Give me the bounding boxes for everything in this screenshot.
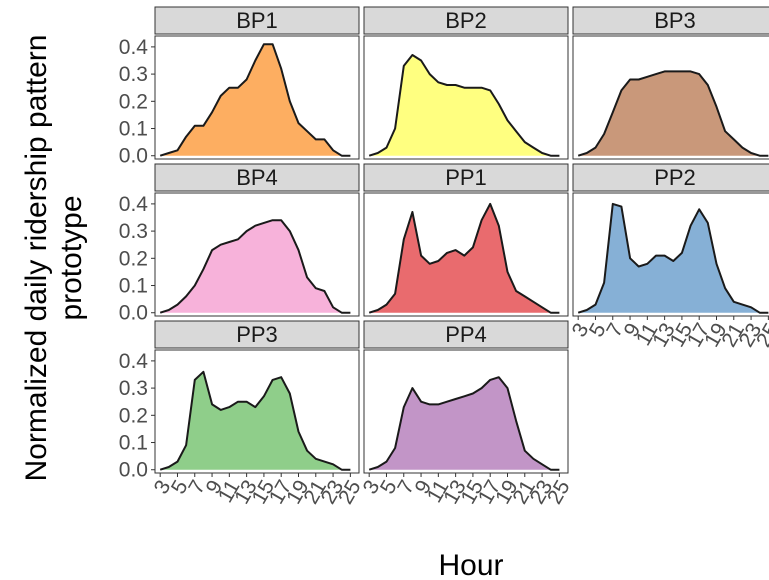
area-fill [369,203,560,313]
facet-label: PP2 [654,165,696,190]
facet-label: BP4 [236,165,278,190]
facet-strip [363,6,569,35]
y-tick-label: 0.0 [119,459,148,482]
facet-strip [572,163,769,192]
series-line [159,370,351,471]
series-line [368,202,560,314]
facet-bp2: BP2 [363,6,569,160]
facet-strip [363,320,569,349]
area-fill [369,377,560,470]
y-axis-title-line: prototype [55,195,88,320]
area-fill [578,203,769,313]
facet-strip [154,163,360,192]
facet-strip [572,6,769,35]
series-line [577,202,769,314]
y-axis-title: Normalized daily ridership pattern protot… [20,35,88,482]
y-tick-label: 0.0 [119,302,148,325]
y-tick-label: 0.4 [119,36,149,59]
series-line [159,219,351,314]
facet-bp1: BP1 0.0 0.1 0.2 0.3 0.4 [119,6,360,168]
y-tick-label: 0.3 [119,220,148,243]
facet-label: PP4 [445,322,487,347]
facet-bp4: BP4 0.0 0.1 0.2 0.3 0.4 [119,163,360,325]
panel-border [363,35,569,160]
series-line [368,376,560,471]
y-tick-label: 0.1 [119,432,148,455]
y-axis-title-line: Normalized daily ridership pattern [20,35,53,482]
y-tick-label: 0.3 [119,377,148,400]
x-axis-title: Hour [438,549,503,580]
y-tick-label: 0.2 [119,247,148,270]
area-fill [160,220,351,313]
y-tick-label: 0.1 [119,118,148,141]
y-tick-label: 0.4 [119,193,149,216]
facet-pp1: PP1 [363,163,569,317]
facet-label: PP1 [445,165,487,190]
panel-border [154,349,360,474]
facet-strip [363,163,569,192]
series-line [577,70,769,157]
y-tick-label: 0.4 [119,350,149,373]
y-tick-label: 0.2 [119,404,148,427]
facet-strip [154,320,360,349]
panel-border [572,35,769,160]
y-tick-label: 0.0 [119,145,148,168]
series-line [368,54,560,157]
facet-bp3: BP3 [572,6,769,160]
panel-border [154,35,360,160]
panel-border [363,192,569,317]
facet-panels: BP1 0.0 0.1 0.2 0.3 0.4 BP2 BP3 BP4 0.0 0.1 0.2 0.3 0… [119,6,769,508]
y-tick-label: 0.2 [119,90,148,113]
y-tick-label: 0.3 [119,63,148,86]
panel-border [154,192,360,317]
series-line [159,43,351,157]
facet-label: BP3 [654,8,696,33]
y-tick-label: 0.1 [119,275,148,298]
panel-border [363,349,569,474]
panel-border [572,192,769,317]
area-fill [369,55,560,156]
area-fill [578,71,769,156]
facet-label: PP3 [236,322,278,347]
facet-label: BP2 [445,8,487,33]
facet-label: BP1 [236,8,278,33]
facet-strip [154,6,360,35]
area-fill [160,371,351,470]
